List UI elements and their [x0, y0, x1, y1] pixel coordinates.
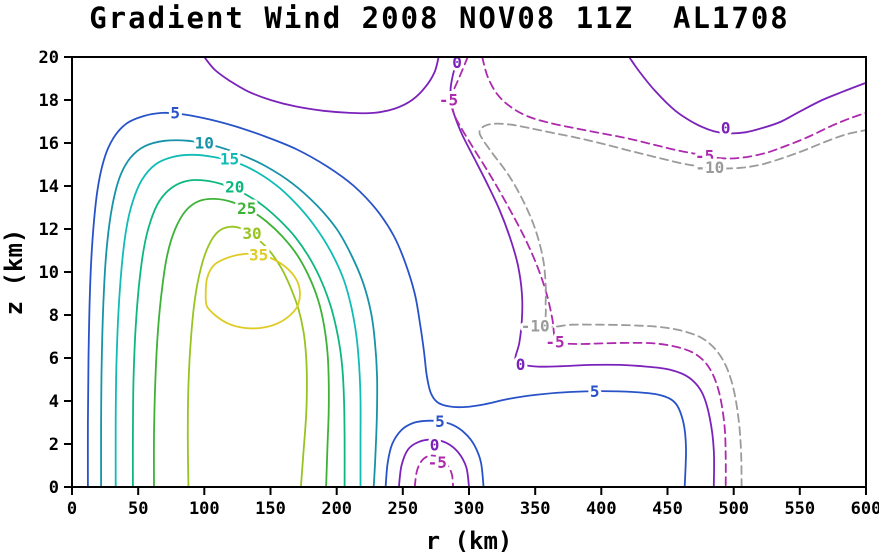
x-tick-label: 500 [718, 499, 749, 519]
y-tick-label: 10 [39, 263, 59, 283]
x-axis-ticks [71, 487, 867, 495]
y-tick-label: 4 [49, 392, 59, 412]
contour-line-0 [203, 57, 440, 115]
y-tick-label: 6 [49, 349, 59, 369]
x-tick-label: 100 [189, 499, 220, 519]
plot-title: Gradient Wind 2008 NOV08 11Z AL1708 [89, 1, 790, 35]
x-tick-label: 250 [387, 499, 418, 519]
contour-line-15 [114, 153, 362, 487]
contour-line-35 [204, 252, 301, 330]
plot-frame [71, 56, 867, 488]
contour-label: -10 [695, 158, 724, 177]
contour-label: 20 [225, 178, 244, 197]
contour-label: -5 [695, 146, 714, 165]
contour-label: -5 [545, 332, 564, 351]
contour-line-0 [449, 57, 716, 487]
contour-label: 30 [242, 224, 261, 243]
x-axis-tick-labels: 0 50 100 150 200 250 300 350 400 450 500 550 600 [67, 499, 879, 519]
contour-label: 35 [249, 245, 268, 264]
contour-line-0 [628, 57, 866, 135]
y-tick-label: 8 [49, 306, 59, 326]
x-axis-label: r (km) [426, 527, 513, 555]
contour-line-30 [186, 225, 308, 487]
x-tick-label: 400 [586, 499, 617, 519]
x-tick-label: 300 [454, 499, 485, 519]
contour-label: -5 [439, 91, 458, 110]
contour-label: 25 [237, 199, 256, 218]
contour-label: 10 [195, 134, 214, 153]
x-tick-label: 450 [652, 499, 683, 519]
contour-line-0 [398, 438, 470, 487]
contour-line--5 [413, 454, 454, 487]
contour-lines [86, 57, 866, 487]
y-tick-label: 12 [39, 220, 59, 240]
x-tick-label: 150 [255, 499, 286, 519]
y-tick-label: 16 [39, 134, 59, 154]
y-axis-tick-labels: 0 2 4 6 8 10 12 14 16 18 20 [39, 48, 59, 498]
y-tick-label: 14 [39, 177, 59, 197]
y-tick-label: 20 [39, 48, 59, 68]
contour-label: 0 [721, 118, 731, 137]
contour-label: 5 [435, 412, 445, 431]
contour-label: 15 [220, 150, 239, 169]
contour-line-20 [131, 179, 346, 487]
contour-line-5 [384, 419, 485, 487]
x-tick-label: 350 [520, 499, 551, 519]
contour-line-25 [153, 197, 330, 487]
contour-label: 5 [170, 103, 180, 122]
x-tick-label: 200 [321, 499, 352, 519]
y-axis-label: z (km) [0, 229, 28, 316]
contour-label: -10 [521, 316, 550, 335]
y-tick-label: 18 [39, 91, 59, 111]
contour-label: 5 [590, 382, 600, 401]
y-tick-label: 2 [49, 435, 59, 455]
contour-line-5 [86, 111, 687, 487]
contour-line-10 [100, 139, 379, 487]
contour-line--5 [449, 57, 727, 487]
contour-label: -5 [428, 453, 447, 472]
x-tick-label: 50 [128, 499, 148, 519]
contour-label: 0 [452, 53, 462, 72]
y-axis-ticks [64, 56, 72, 488]
contour-label: 0 [430, 436, 440, 455]
y-tick-label: 0 [49, 478, 59, 498]
x-tick-label: 0 [67, 499, 77, 519]
x-tick-label: 550 [784, 499, 815, 519]
contour-label: 0 [516, 355, 526, 374]
contour-line--10 [478, 122, 866, 487]
x-tick-label: 600 [851, 499, 879, 519]
